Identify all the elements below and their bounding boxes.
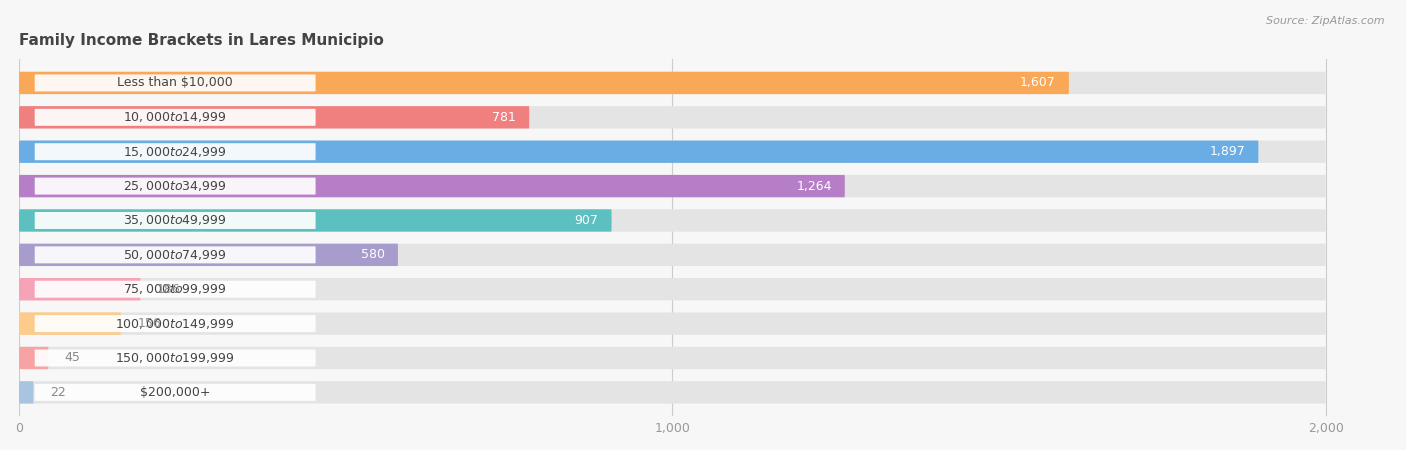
FancyBboxPatch shape: [20, 312, 121, 335]
FancyBboxPatch shape: [20, 347, 48, 369]
FancyBboxPatch shape: [20, 140, 1258, 163]
Text: 22: 22: [49, 386, 66, 399]
FancyBboxPatch shape: [20, 278, 1326, 301]
FancyBboxPatch shape: [35, 246, 315, 263]
FancyBboxPatch shape: [35, 212, 315, 229]
FancyBboxPatch shape: [20, 140, 1326, 163]
Text: $35,000 to $49,999: $35,000 to $49,999: [124, 213, 226, 228]
Text: $200,000+: $200,000+: [139, 386, 211, 399]
FancyBboxPatch shape: [20, 106, 1326, 129]
Text: $150,000 to $199,999: $150,000 to $199,999: [115, 351, 235, 365]
Text: 45: 45: [65, 351, 80, 364]
FancyBboxPatch shape: [35, 315, 315, 332]
Text: $100,000 to $149,999: $100,000 to $149,999: [115, 317, 235, 331]
Text: Source: ZipAtlas.com: Source: ZipAtlas.com: [1267, 16, 1385, 26]
Text: 1,897: 1,897: [1209, 145, 1246, 158]
Text: $50,000 to $74,999: $50,000 to $74,999: [124, 248, 226, 262]
FancyBboxPatch shape: [20, 347, 1326, 369]
FancyBboxPatch shape: [20, 175, 845, 197]
FancyBboxPatch shape: [35, 350, 315, 366]
Text: $75,000 to $99,999: $75,000 to $99,999: [124, 282, 226, 296]
FancyBboxPatch shape: [20, 278, 141, 301]
FancyBboxPatch shape: [35, 384, 315, 401]
Text: 1,607: 1,607: [1021, 76, 1056, 90]
FancyBboxPatch shape: [35, 281, 315, 298]
Text: $15,000 to $24,999: $15,000 to $24,999: [124, 145, 226, 159]
FancyBboxPatch shape: [20, 381, 34, 404]
Text: Family Income Brackets in Lares Municipio: Family Income Brackets in Lares Municipi…: [20, 33, 384, 48]
FancyBboxPatch shape: [20, 312, 1326, 335]
FancyBboxPatch shape: [20, 72, 1069, 94]
FancyBboxPatch shape: [35, 143, 315, 160]
FancyBboxPatch shape: [35, 74, 315, 91]
Text: 781: 781: [492, 111, 516, 124]
FancyBboxPatch shape: [35, 109, 315, 126]
FancyBboxPatch shape: [20, 209, 1326, 232]
FancyBboxPatch shape: [20, 175, 1326, 197]
Text: 156: 156: [138, 317, 162, 330]
Text: $25,000 to $34,999: $25,000 to $34,999: [124, 179, 226, 193]
Text: 907: 907: [575, 214, 599, 227]
FancyBboxPatch shape: [20, 106, 529, 129]
FancyBboxPatch shape: [35, 178, 315, 194]
Text: 580: 580: [361, 248, 385, 261]
Text: 186: 186: [157, 283, 180, 296]
FancyBboxPatch shape: [20, 209, 612, 232]
FancyBboxPatch shape: [20, 381, 1326, 404]
FancyBboxPatch shape: [20, 72, 1326, 94]
FancyBboxPatch shape: [20, 244, 1326, 266]
Text: 1,264: 1,264: [796, 180, 832, 193]
Text: $10,000 to $14,999: $10,000 to $14,999: [124, 110, 226, 124]
Text: Less than $10,000: Less than $10,000: [117, 76, 233, 90]
FancyBboxPatch shape: [20, 244, 398, 266]
